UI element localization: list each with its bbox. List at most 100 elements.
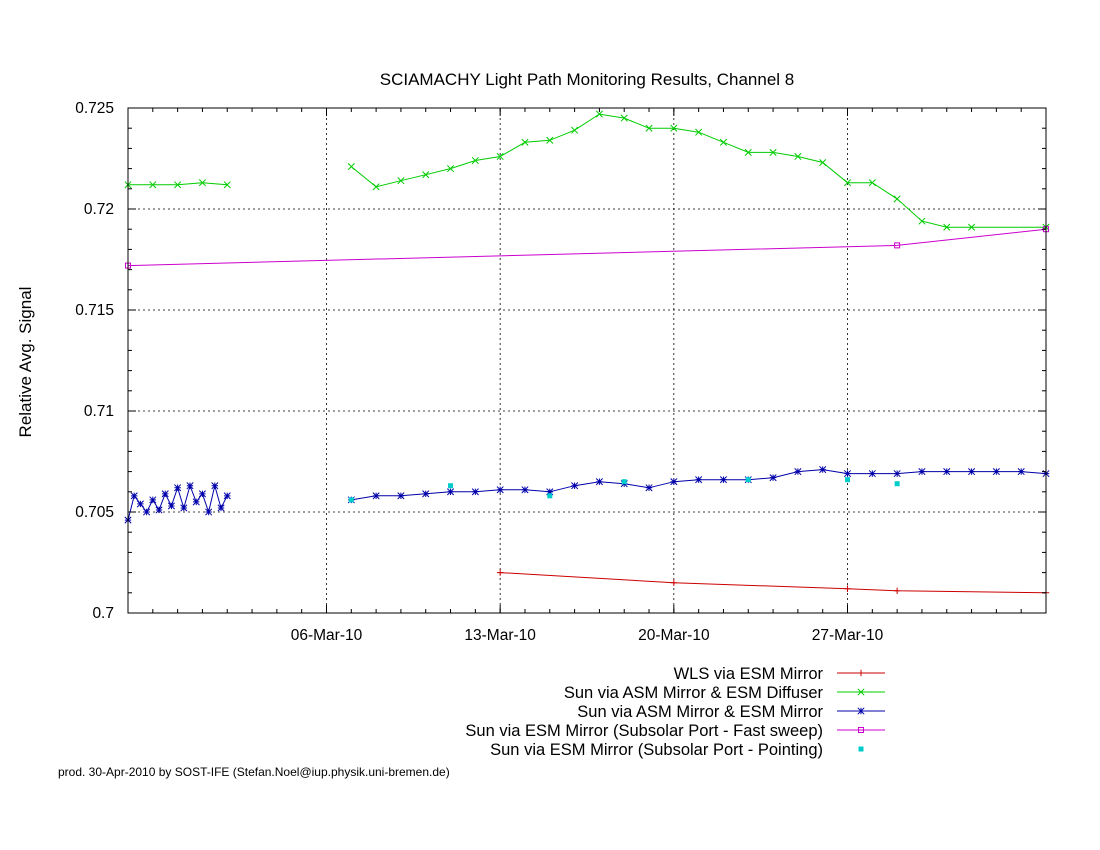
data-point [422,490,430,498]
data-point [217,504,225,512]
data-point [471,488,479,496]
data-point [448,483,454,489]
data-point [843,179,852,187]
series-2 [124,110,1050,231]
legend-label: Sun via ESM Mirror (Subsolar Port - Poin… [490,741,823,759]
data-point [819,466,827,474]
data-point [894,242,901,249]
data-point [745,477,751,483]
data-point [223,492,231,500]
legend-label: Sun via ASM Mirror & ESM Mirror [577,703,823,721]
x-tick-label: 06-Mar-10 [291,627,363,644]
data-point [198,179,206,187]
data-point [794,468,802,476]
data-point [192,498,200,506]
data-point [968,223,976,231]
production-note: prod. 30-Apr-2010 by SOST-IFE (Stefan.No… [58,765,450,779]
data-point [819,158,827,167]
plot-series [124,110,1050,596]
data-point [918,468,926,476]
data-point [155,506,163,514]
y-tick-label: 0.72 [84,201,114,218]
data-point [397,177,405,185]
legend-marker [857,688,865,696]
chart-title: SCIAMACHY Light Path Monitoring Results,… [380,70,795,89]
data-point [496,152,504,161]
series-3 [124,466,1050,524]
data-point [794,152,802,161]
plot-frame [127,107,1047,614]
data-point [695,476,703,484]
data-point [174,181,182,189]
data-point [769,474,777,482]
data-point [167,502,175,510]
data-point [211,482,219,490]
series-1 [496,569,1050,596]
data-point [621,479,627,485]
data-point [943,468,951,476]
legend-marker [858,727,864,733]
data-point [1017,468,1025,476]
series-4 [125,226,1049,269]
data-point [521,486,529,494]
data-point [719,476,728,484]
series-line [127,228,1047,267]
data-point [992,468,1000,476]
data-point [149,496,157,504]
data-point [198,490,206,498]
data-point [446,488,455,496]
data-point [496,486,504,494]
y-tick-label: 0.7 [92,605,114,622]
data-point [845,477,851,483]
data-point [943,223,951,231]
data-point [149,181,157,189]
data-point [372,492,380,500]
data-point [670,579,678,586]
data-point [521,138,529,146]
legend-label: WLS via ESM Mirror [674,665,824,683]
data-point [893,195,901,203]
data-point [695,128,703,136]
data-point [174,484,182,492]
data-point [918,217,926,225]
series-line [127,469,1047,521]
legend-marker [858,746,864,752]
data-point [968,468,976,476]
data-point [645,484,653,492]
series-5 [348,477,900,503]
grid-lines [128,108,1046,613]
data-point [546,136,554,144]
data-point [186,482,194,490]
data-point [595,478,603,486]
data-point [719,138,728,146]
data-point [372,183,380,191]
series-line [128,113,1046,228]
data-point [471,156,479,165]
series-line [500,572,1047,594]
data-point [670,478,678,486]
data-point [595,110,603,118]
y-tick-label: 0.71 [84,403,114,420]
data-point [161,490,169,498]
data-point [180,504,188,512]
x-tick-label: 20-Mar-10 [638,627,710,644]
data-point [868,470,876,478]
data-point [446,165,455,173]
y-tick-label: 0.705 [75,504,114,521]
data-point [130,492,138,500]
data-point [347,163,355,171]
y-tick-label: 0.725 [75,100,114,117]
y-tick-label: 0.715 [75,302,114,319]
data-point [843,470,852,478]
data-point [546,488,554,496]
data-point [769,148,777,156]
y-axis-title: Relative Avg. Signal [16,287,35,438]
data-point [348,497,354,503]
axis-ticks: 0.7 0.705 0.71 0.715 0.72 0.725 06-Mar-10 13-Ma… [75,100,1047,644]
data-point [893,587,901,594]
legend-marker [857,669,865,677]
data-point [571,482,579,490]
data-point [571,126,579,134]
x-tick-label: 13-Mar-10 [464,627,536,644]
